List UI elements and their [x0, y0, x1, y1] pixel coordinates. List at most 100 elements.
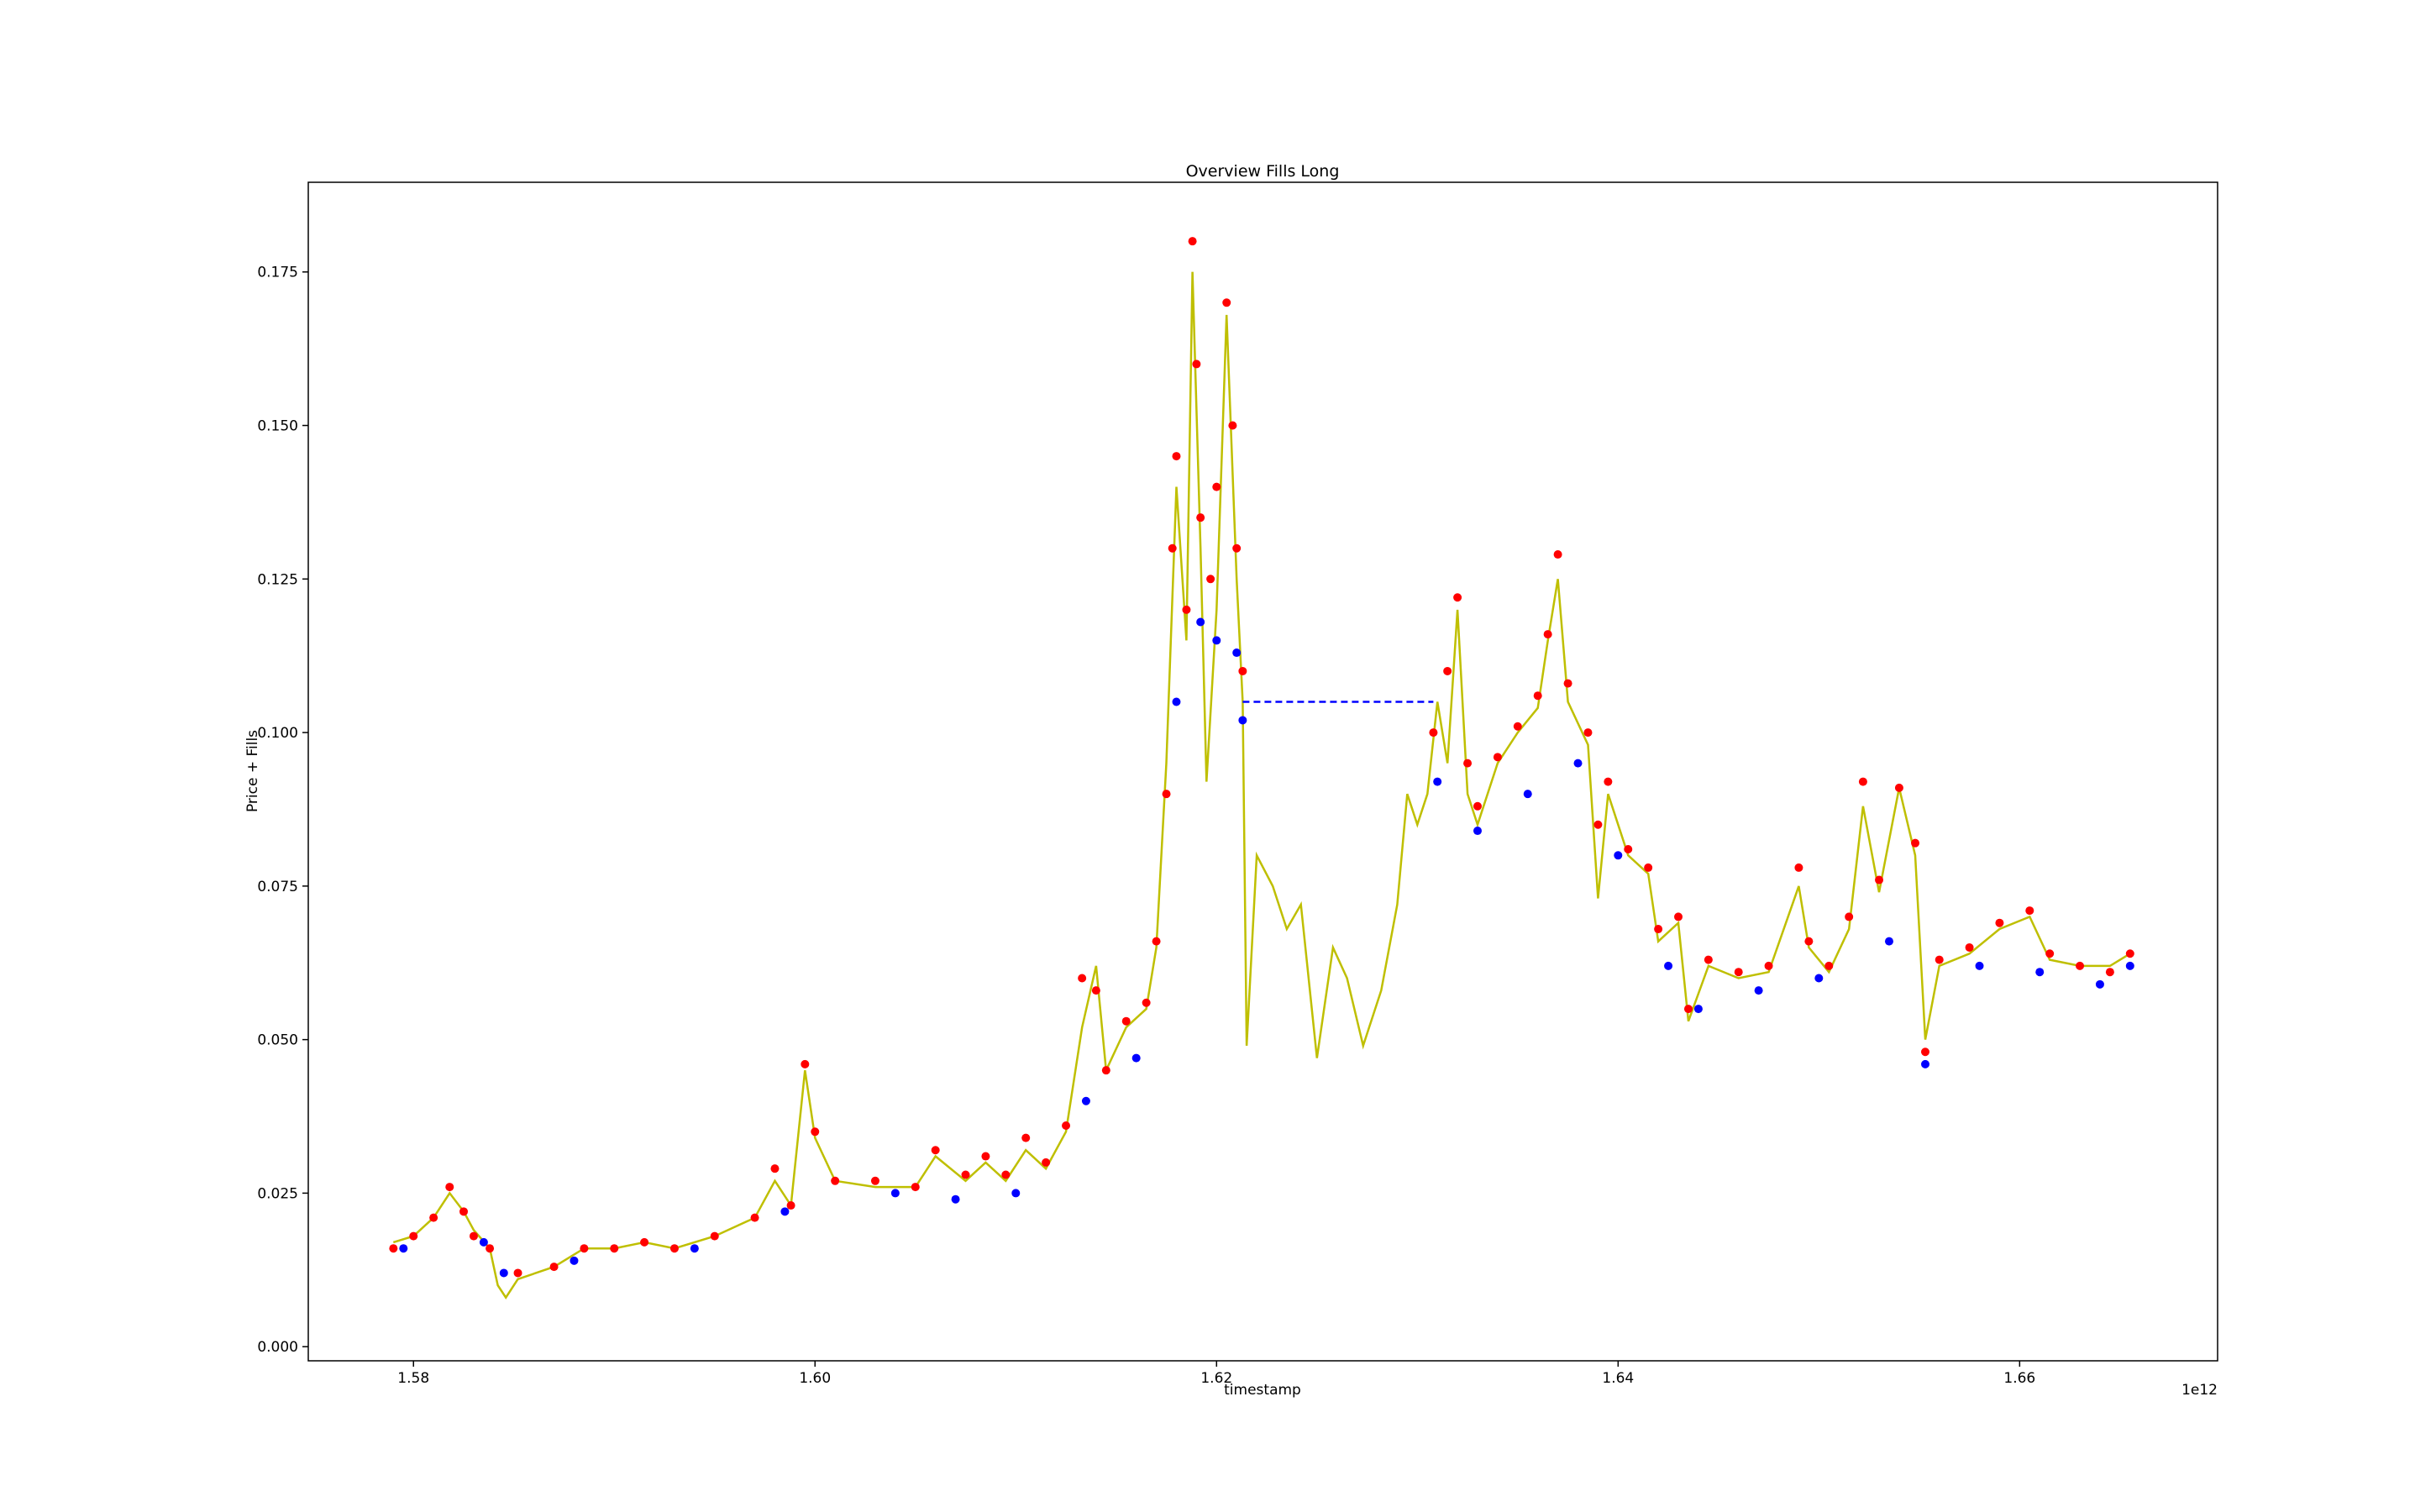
chart-title: Overview Fills Long	[1186, 162, 1340, 181]
fill-dot	[870, 1176, 879, 1185]
fill-dot	[710, 1231, 719, 1241]
fill-dot	[399, 1244, 408, 1253]
fill-dot	[911, 1183, 920, 1192]
fill-dot	[1238, 716, 1247, 725]
fill-dot	[1583, 728, 1593, 738]
fill-dot	[1078, 974, 1087, 983]
plot-frame	[307, 181, 2218, 1362]
fill-dot	[1734, 968, 1743, 977]
fill-dot	[780, 1207, 790, 1216]
fill-dot	[1212, 482, 1221, 491]
fill-dot	[1162, 790, 1171, 799]
fill-dot	[1001, 1170, 1011, 1179]
fill-dot	[1523, 790, 1532, 799]
fill-dot	[2076, 961, 2085, 970]
fill-dot	[1091, 986, 1100, 995]
fill-dot	[1614, 851, 1623, 860]
fill-dot	[831, 1176, 840, 1185]
x-tick-label: 1.66	[2003, 1370, 2035, 1387]
fill-dot	[1894, 783, 1903, 792]
fill-dot	[1875, 875, 1884, 885]
fill-dot	[1995, 918, 2004, 927]
fill-dot	[1131, 1053, 1141, 1063]
fill-dot	[786, 1201, 795, 1210]
fill-dot	[479, 1237, 488, 1247]
fill-dot	[1654, 925, 1663, 934]
fill-dot	[1573, 759, 1583, 768]
fill-dot	[931, 1146, 940, 1155]
fill-dot	[1433, 777, 1442, 786]
fill-dot	[580, 1244, 589, 1253]
fill-dot	[2035, 968, 2045, 977]
fill-dot	[1683, 1005, 1693, 1014]
fill-dot	[1513, 722, 1522, 731]
fill-dot	[1975, 961, 1984, 970]
fill-dot	[1192, 360, 1201, 369]
fill-dot	[1845, 912, 1854, 921]
fill-dot	[981, 1152, 990, 1161]
fill-dot	[1965, 942, 1974, 952]
fill-dot	[1222, 298, 1231, 307]
y-axis-label: Price + Fills	[244, 730, 261, 812]
fill-dot	[1228, 421, 1237, 430]
fill-dot	[1172, 452, 1181, 461]
y-tick-label: 0.125	[257, 571, 298, 588]
fill-dot	[409, 1231, 418, 1241]
fill-dot	[1232, 543, 1242, 553]
fill-dot	[1704, 955, 1713, 964]
fill-dot	[1563, 679, 1572, 688]
y-tick-label: 0.100	[257, 725, 298, 742]
fill-dot	[499, 1268, 508, 1278]
fill-dot	[1011, 1189, 1021, 1198]
fill-dot	[1232, 648, 1242, 658]
fill-dot	[1463, 759, 1473, 768]
fill-dot	[389, 1244, 398, 1253]
fill-dot	[2045, 949, 2055, 958]
fill-dot	[1858, 777, 1867, 786]
fill-dot	[669, 1244, 679, 1253]
fill-dot	[549, 1263, 559, 1272]
fill-dot	[1473, 801, 1483, 811]
fill-dot	[610, 1244, 619, 1253]
fill-dot	[1624, 844, 1633, 853]
fill-dot	[1429, 728, 1438, 738]
fill-dot	[1443, 666, 1452, 675]
fill-dot	[1493, 753, 1502, 762]
fill-dot	[459, 1207, 468, 1216]
fill-dot	[1121, 1016, 1131, 1026]
fill-dot	[1693, 1005, 1703, 1014]
fill-dot	[1533, 691, 1542, 701]
fill-dot	[1920, 1047, 1929, 1057]
fill-dot	[1081, 1096, 1090, 1105]
y-tick-label: 0.150	[257, 418, 298, 435]
fill-dot	[1042, 1158, 1051, 1167]
y-tick-label: 0.025	[257, 1185, 298, 1202]
fill-dot	[1754, 986, 1763, 995]
fill-dot	[1935, 955, 1944, 964]
fill-dot	[801, 1059, 810, 1068]
fill-dot	[513, 1268, 522, 1278]
x-tick-label: 1.64	[1602, 1370, 1634, 1387]
fill-dot	[570, 1256, 579, 1265]
fill-dot	[1142, 998, 1151, 1007]
fill-dot	[750, 1213, 759, 1222]
x-tick-label: 1.62	[1200, 1370, 1232, 1387]
fill-dot	[429, 1213, 438, 1222]
fill-dot	[1804, 937, 1814, 946]
fill-dot	[811, 1127, 820, 1137]
fill-dot	[2125, 949, 2134, 958]
fill-dot	[445, 1183, 454, 1192]
x-tick-label: 1.58	[397, 1370, 429, 1387]
fill-dot	[690, 1244, 699, 1253]
fill-dot	[1453, 593, 1462, 602]
fill-dot	[1884, 937, 1893, 946]
fill-dot	[1101, 1066, 1110, 1075]
fill-dot	[486, 1244, 495, 1253]
x-offset-label: 1e12	[2181, 1382, 2218, 1399]
fill-dot	[1196, 513, 1205, 522]
fill-dot	[1543, 630, 1552, 639]
fill-dot	[1794, 863, 1803, 872]
fill-dot	[1664, 961, 1673, 970]
